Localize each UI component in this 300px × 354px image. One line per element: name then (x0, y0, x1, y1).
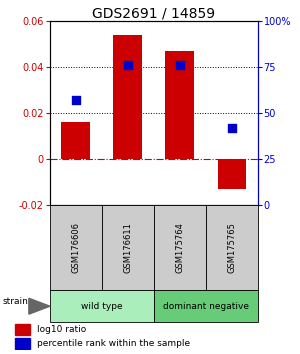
Bar (15, 324, 30, 335)
Bar (113, 35, 142, 159)
Bar (61, 122, 90, 159)
Point (125, 63, 130, 68)
Text: GSM176611: GSM176611 (123, 222, 132, 273)
Bar (166, 51, 194, 159)
Text: strain: strain (3, 297, 28, 306)
Title: GDS2691 / 14859: GDS2691 / 14859 (92, 6, 215, 20)
Bar (154, 290, 258, 322)
Bar (50, 205, 102, 290)
Bar (206, 205, 258, 290)
Bar (218, 159, 246, 189)
Point (177, 63, 182, 68)
Text: GSM176606: GSM176606 (71, 222, 80, 273)
Text: GSM175765: GSM175765 (227, 222, 236, 273)
Text: percentile rank within the sample: percentile rank within the sample (37, 339, 190, 348)
Point (73, 98, 78, 103)
Text: GSM175764: GSM175764 (175, 222, 184, 273)
Bar (154, 205, 206, 290)
Bar (102, 205, 154, 290)
Text: wild type: wild type (81, 302, 122, 311)
Bar (15, 338, 30, 349)
Polygon shape (29, 298, 50, 314)
Point (230, 125, 234, 131)
Text: log10 ratio: log10 ratio (37, 325, 86, 334)
Bar (50, 290, 154, 322)
Text: dominant negative: dominant negative (163, 302, 249, 311)
